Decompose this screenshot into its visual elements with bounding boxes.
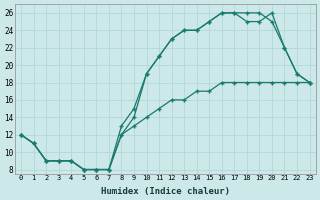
X-axis label: Humidex (Indice chaleur): Humidex (Indice chaleur): [101, 187, 230, 196]
